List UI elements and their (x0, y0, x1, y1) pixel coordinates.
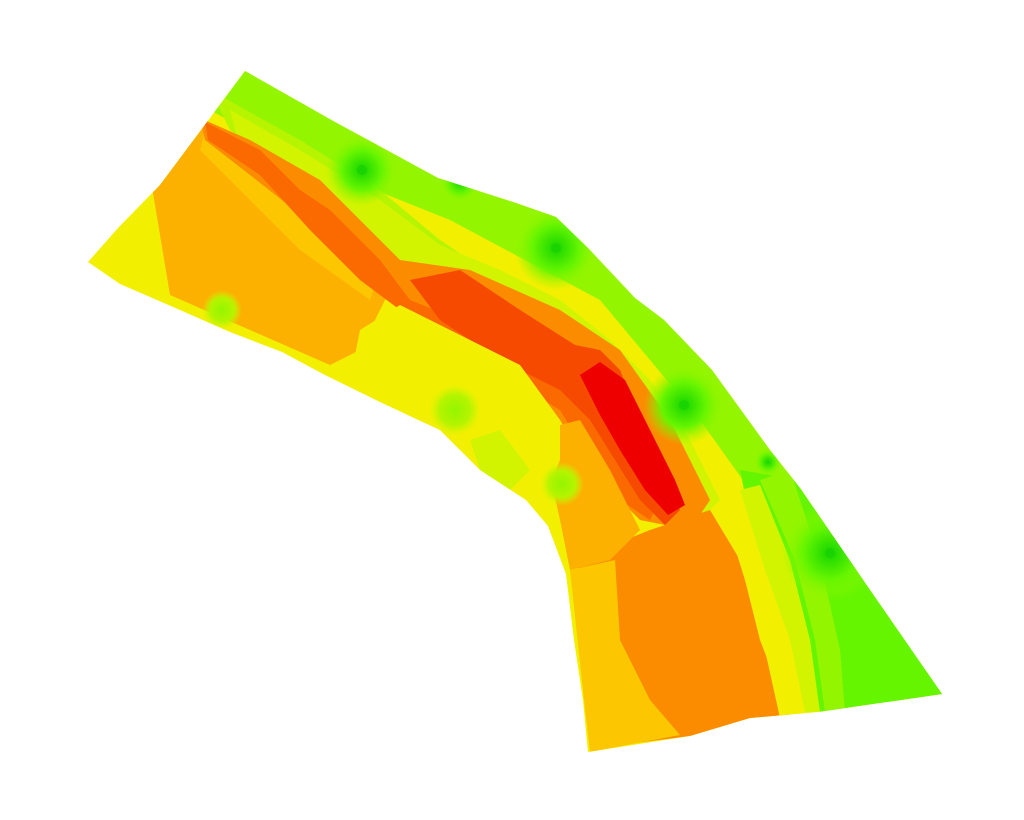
zone-dark-orange-ridge (205, 122, 660, 520)
zone-yellow-green-inner (470, 430, 530, 490)
sample-point-5-halo (429, 384, 481, 436)
zone-amber-south (570, 560, 680, 752)
sample-point-4 (825, 548, 835, 558)
zone-red-orange-ridge (410, 270, 680, 525)
sample-point-6-halo (540, 462, 584, 506)
zone-yellow-south-strip (720, 500, 800, 718)
zone-light-orange-sw (540, 420, 640, 570)
sample-point-8-halo (440, 162, 480, 202)
sample-point-7-halo (202, 290, 242, 330)
sample-point-1 (357, 165, 367, 175)
sample-point-9-halo (754, 448, 782, 476)
zone-yellow-green-south (740, 485, 820, 712)
zone-red-core (580, 362, 685, 515)
sample-point-3 (679, 400, 689, 410)
zone-amber-west (200, 130, 380, 300)
zone-green-south (760, 470, 845, 712)
sample-point-2 (551, 243, 561, 253)
